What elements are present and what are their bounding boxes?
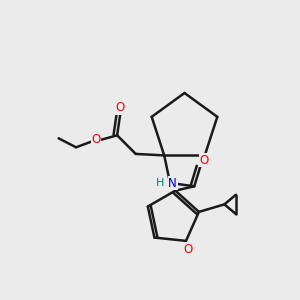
Text: N: N — [168, 177, 177, 190]
Text: O: O — [116, 101, 125, 114]
Text: O: O — [92, 133, 101, 146]
Text: O: O — [199, 154, 208, 167]
Text: O: O — [183, 243, 192, 256]
Text: H: H — [156, 178, 164, 188]
